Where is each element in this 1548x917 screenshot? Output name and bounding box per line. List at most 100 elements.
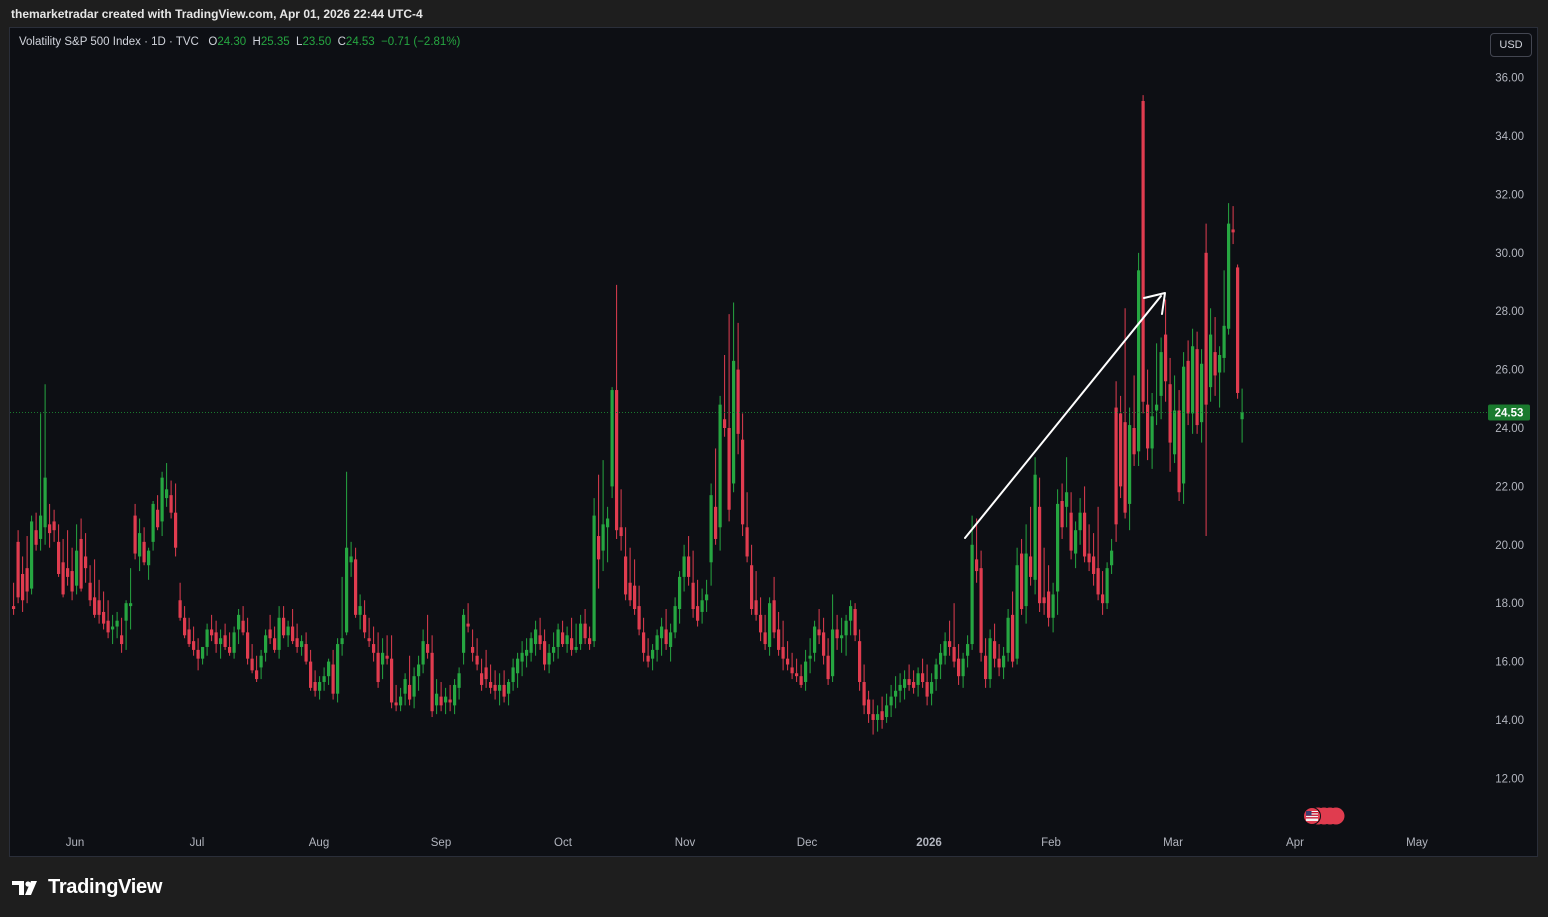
candle-body <box>970 544 974 645</box>
price-tick-label: 34.00 <box>1495 131 1524 143</box>
candle <box>21 556 25 612</box>
candle <box>750 544 754 615</box>
candle <box>646 638 650 668</box>
last-price-label: 24.53 <box>1495 408 1524 420</box>
candle <box>682 544 686 592</box>
candle-body <box>412 676 416 697</box>
candle-body <box>358 606 362 615</box>
candle <box>520 641 524 677</box>
candle <box>1078 498 1082 545</box>
time-tick-label: 2026 <box>916 837 942 849</box>
candle-body <box>75 550 79 586</box>
candle-body <box>466 623 470 627</box>
candle <box>925 664 929 706</box>
symbol-title[interactable]: Volatility S&P 500 Index · 1D · TVC <box>19 36 199 48</box>
candle-body <box>43 477 47 528</box>
candle <box>642 617 646 662</box>
candle <box>862 664 866 715</box>
candle-body <box>39 515 43 539</box>
candle-body <box>313 682 317 691</box>
candle-body <box>219 638 223 645</box>
candle <box>246 617 250 665</box>
time-tick-label: Sep <box>431 837 451 849</box>
candle <box>664 609 668 650</box>
candle <box>687 536 691 586</box>
candle <box>304 632 308 665</box>
candle-body <box>21 573 25 601</box>
candle <box>736 322 740 455</box>
candle-body <box>939 652 943 665</box>
candle <box>718 395 722 551</box>
candle <box>111 614 115 645</box>
candle-body <box>444 696 448 703</box>
candle <box>43 384 47 545</box>
candle-body <box>1078 512 1082 531</box>
candle-body <box>813 626 817 653</box>
us-flag-events-icon[interactable] <box>1302 806 1346 826</box>
candle-body <box>1218 355 1222 373</box>
candle <box>804 649 808 691</box>
candle <box>583 609 587 645</box>
candle-body <box>705 594 709 601</box>
candle-body <box>822 632 826 656</box>
candle-body <box>795 673 799 677</box>
candle <box>660 617 664 656</box>
candle-body <box>655 635 659 650</box>
candlestick-chart[interactable]: 12.00 14.00 16.00 18.00 20.00 22.00 24.00 26.00… <box>10 28 1537 856</box>
candle-body <box>498 684 502 691</box>
candle-body <box>183 617 187 636</box>
candle-body <box>1137 270 1141 452</box>
candle-body <box>889 696 893 706</box>
candle <box>403 673 407 706</box>
candle <box>115 611 119 639</box>
tradingview-brand[interactable]: TradingView <box>12 876 162 899</box>
candle <box>1240 388 1244 443</box>
candle-body <box>1033 474 1037 580</box>
candle-body <box>862 682 866 706</box>
candle <box>984 638 988 688</box>
candle <box>120 617 124 653</box>
candle-body <box>196 649 200 659</box>
open-value: 24.30 <box>217 36 247 48</box>
candle-body <box>1159 352 1163 396</box>
candle-body <box>520 652 524 662</box>
candle <box>696 579 700 627</box>
candle-body <box>921 673 925 683</box>
candle-body <box>48 524 52 534</box>
candle-body <box>462 614 466 653</box>
candle-body <box>1119 413 1123 487</box>
candle-body <box>1042 597 1046 604</box>
candle-body <box>408 684 412 700</box>
candle <box>354 547 358 618</box>
candle-body <box>619 527 623 537</box>
price-tick-label: 18.00 <box>1495 598 1524 610</box>
candle-body <box>1227 223 1231 329</box>
chart-pane[interactable]: 12.00 14.00 16.00 18.00 20.00 22.00 24.00 26.00… <box>9 27 1538 857</box>
trend-arrow[interactable] <box>964 292 1166 539</box>
candle-body <box>57 541 61 574</box>
candle <box>1114 381 1118 542</box>
candle-body <box>282 617 286 636</box>
candle <box>1164 299 1168 402</box>
candle-body <box>237 614 241 630</box>
candle-body <box>993 641 997 659</box>
candle-body <box>552 646 556 653</box>
candle <box>988 629 992 688</box>
candle-body <box>1195 349 1199 426</box>
candle-body <box>511 667 515 683</box>
open-label: O <box>208 36 218 48</box>
candle-body <box>885 705 889 718</box>
candle-body <box>376 652 380 683</box>
candle-body <box>61 562 65 595</box>
candle <box>1047 565 1051 627</box>
candle-body <box>246 632 250 659</box>
currency-button[interactable]: USD <box>1490 33 1532 57</box>
candle <box>651 644 655 671</box>
candle-body <box>336 644 340 694</box>
candle-body <box>606 518 610 528</box>
candle <box>66 530 70 586</box>
candle-body <box>322 676 326 683</box>
candle <box>813 620 817 662</box>
candle-body <box>1150 416 1154 449</box>
candle-body <box>1011 614 1015 662</box>
